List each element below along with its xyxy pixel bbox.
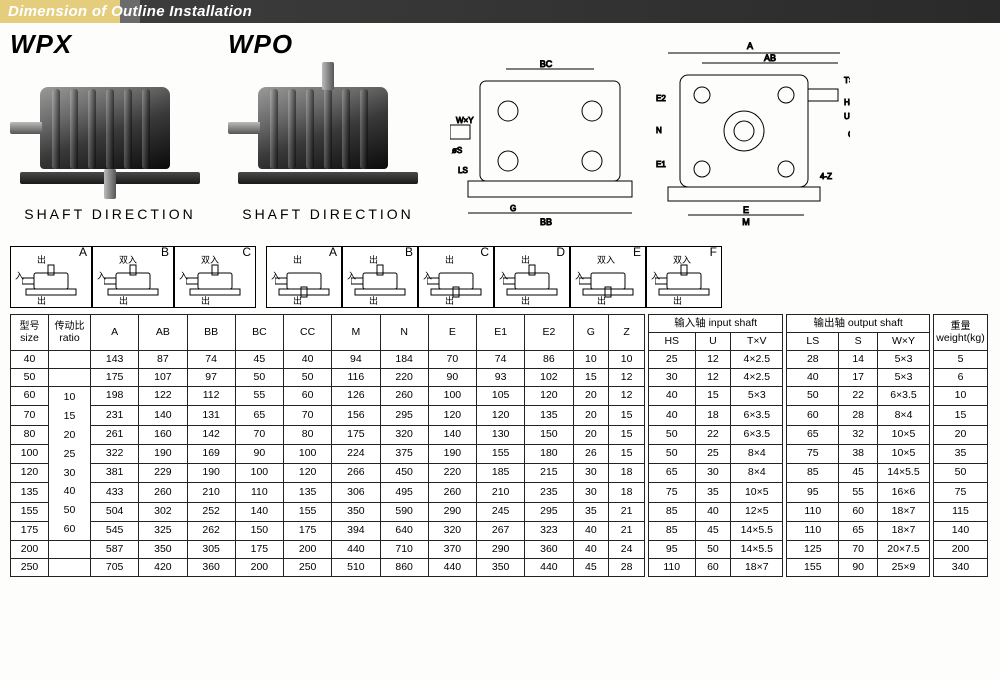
svg-text:M: M <box>742 217 750 227</box>
config-cell-C: C 出 入 出 <box>418 246 494 308</box>
wpo-shaft-label: SHAFT DIRECTION <box>228 206 428 222</box>
table-row: 2507054203602002505108604403504404528110… <box>11 559 988 577</box>
table-row: 1203812291901001202664502201852153018653… <box>11 464 988 483</box>
wpx-render <box>10 62 210 202</box>
model-wpx: WPX SHAFT DIRECTION <box>10 29 210 242</box>
svg-text:W×Y: W×Y <box>456 116 474 125</box>
table-row: 1354332602101101353064952602102353018753… <box>11 483 988 502</box>
table-body: 401438774454094184707486101025124×2.5281… <box>11 351 988 577</box>
table-row: 2005873503051752004407103702903604024955… <box>11 541 988 559</box>
model-wpo: WPO SHAFT DIRECTION <box>228 29 428 242</box>
config-cell-F: F 双入 入 出 <box>646 246 722 308</box>
table-head: 型号size 传动比ratio AAB BBBC CCM NE E1E2 GZ … <box>11 315 988 351</box>
table-row: 1555043022521401553505902902452953521854… <box>11 502 988 521</box>
svg-text:T×V: T×V <box>844 76 850 85</box>
config-group-left: A 出 入 出 B 双入 入 出 C 双入 入 出 <box>10 246 256 308</box>
svg-text:N: N <box>656 126 662 135</box>
svg-text:A: A <box>747 41 753 51</box>
table-row: 6010152025304050601981221125560126260100… <box>11 387 988 406</box>
technical-drawing: BB BC W×Y øS LS G A AB T×V HS U CC <box>446 29 990 242</box>
table-row: 1003221901699010022437519015518026155025… <box>11 444 988 463</box>
dimension-table: 型号size 传动比ratio AAB BBBC CCM NE E1E2 GZ … <box>10 314 988 577</box>
svg-text:LS: LS <box>458 166 468 175</box>
config-cell-E: E 双入 入 出 <box>570 246 646 308</box>
svg-text:G: G <box>510 204 516 213</box>
config-cell-B: B 双入 入 出 <box>92 246 174 308</box>
config-cell-B: B 出 入 出 <box>342 246 418 308</box>
svg-text:4-Z: 4-Z <box>820 172 832 181</box>
table-row: 702311401316570156295120120135201540186×… <box>11 406 988 425</box>
wpo-render <box>228 62 428 202</box>
wpx-shaft-label: SHAFT DIRECTION <box>10 206 210 222</box>
table-row: 401438774454094184707486101025124×2.5281… <box>11 351 988 369</box>
top-section: WPX SHAFT DIRECTION WPO SHAFT DIRECTI <box>0 23 1000 242</box>
svg-text:E1: E1 <box>656 160 666 169</box>
config-cell-A: A 出 入 出 <box>266 246 342 308</box>
config-row: A 出 入 出 B 双入 入 出 C 双入 入 出 A 出 入 出 <box>0 242 1000 314</box>
svg-text:E2: E2 <box>656 94 666 103</box>
svg-text:U: U <box>844 112 850 121</box>
header-title: Dimension of Outline Installation <box>8 3 252 20</box>
svg-text:BB: BB <box>540 217 552 227</box>
section-header: Dimension of Outline Installation <box>0 0 1000 23</box>
config-cell-C: C 双入 入 出 <box>174 246 256 308</box>
config-group-right: A 出 入 出 B 出 入 出 C 出 入 出 D 出 入 出 <box>266 246 722 308</box>
model-wpx-title: WPX <box>10 29 210 60</box>
config-cell-A: A 出 入 出 <box>10 246 92 308</box>
svg-text:CC: CC <box>848 130 850 139</box>
svg-text:E: E <box>743 205 749 215</box>
svg-text:BC: BC <box>540 59 553 69</box>
table-row: 1755453252621501753946403202673234021854… <box>11 521 988 540</box>
model-wpo-title: WPO <box>228 29 428 60</box>
svg-text:AB: AB <box>764 53 776 63</box>
svg-text:øS: øS <box>452 146 462 155</box>
table-row: 802611601427080175320140130150201550226×… <box>11 425 988 444</box>
table-row: 501751079750501162209093102151230124×2.5… <box>11 369 988 387</box>
svg-text:HS: HS <box>844 98 850 107</box>
config-cell-D: D 出 入 出 <box>494 246 570 308</box>
